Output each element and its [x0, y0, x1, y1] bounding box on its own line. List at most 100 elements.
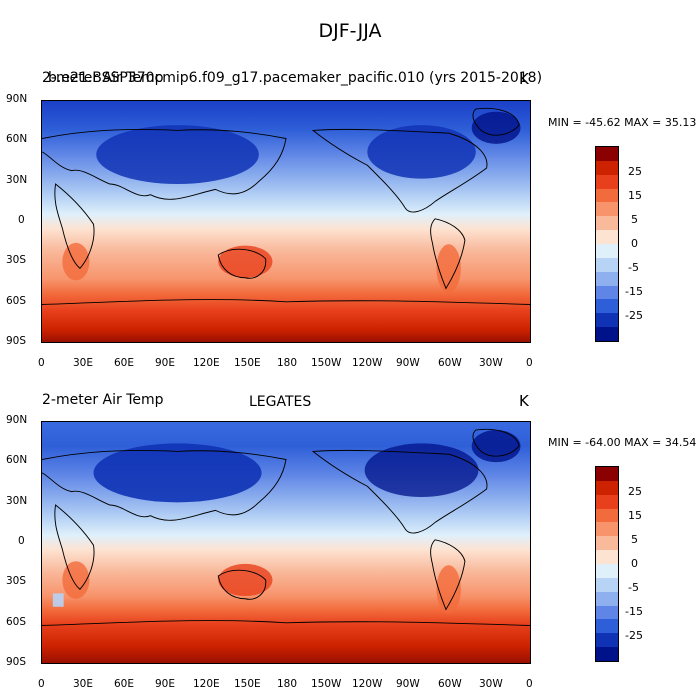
colorbar-swatch — [596, 313, 618, 328]
panel-2-units: K — [519, 392, 529, 410]
panel-1-units: K — [519, 70, 529, 88]
lat-tick: 60S — [6, 295, 27, 307]
colorbar-swatch — [596, 257, 618, 272]
lon-tick: 60W — [438, 357, 462, 369]
colorbar-swatch — [596, 202, 618, 217]
lat-tick: 90S — [6, 335, 27, 347]
panel-1-case-title: b.e21.BSSP370cmip6.f09_g17.pacemaker_pac… — [48, 70, 543, 86]
lon-tick: 180 — [277, 678, 298, 690]
colorbar-swatch — [596, 564, 618, 578]
colorbar-swatch — [596, 480, 618, 495]
lon-tick: 90E — [155, 357, 175, 369]
panel-2-map — [41, 421, 531, 664]
lat-tick: 90S — [6, 656, 27, 668]
lon-tick: 120E — [193, 357, 220, 369]
panel-2-minmax: MIN = -64.00 MAX = 34.54 — [548, 436, 697, 449]
panel-1-map-svg — [42, 101, 530, 342]
colorbar-label: -25 — [625, 309, 643, 322]
lon-tick: 60E — [114, 357, 134, 369]
colorbar-swatch — [596, 508, 618, 523]
panel-2-left-title: 2-meter Air Temp — [42, 392, 164, 408]
colorbar-swatch — [596, 327, 618, 342]
lon-tick: 30E — [73, 678, 93, 690]
lon-tick: 150E — [234, 678, 261, 690]
colorbar-swatch — [596, 647, 618, 662]
lon-tick: 180 — [277, 357, 298, 369]
colorbar-swatch — [596, 577, 618, 592]
lat-tick: 60N — [6, 133, 28, 145]
lon-tick: 60E — [114, 678, 134, 690]
colorbar-swatch — [596, 619, 618, 634]
panel-2-map-svg — [42, 422, 530, 663]
colorbar-swatch — [596, 536, 618, 551]
lon-tick: 30W — [479, 678, 503, 690]
figure-title: DJF-JJA — [318, 20, 382, 42]
colorbar-swatch — [596, 299, 618, 314]
lon-tick: 150W — [311, 357, 342, 369]
coastlines — [42, 107, 530, 305]
lon-tick: 150E — [234, 357, 261, 369]
colorbar-label: -15 — [625, 285, 643, 298]
colorbar-label: 5 — [631, 533, 638, 546]
colorbar-label: 15 — [628, 509, 642, 522]
lon-tick: 0 — [38, 678, 45, 690]
colorbar-swatch — [596, 285, 618, 300]
lat-tick: 0 — [18, 535, 25, 547]
lat-tick: 0 — [18, 214, 25, 226]
colorbar-swatch — [596, 147, 618, 161]
colorbar-label: -5 — [628, 581, 639, 594]
panel-1-map — [41, 100, 531, 343]
lat-tick: 30S — [6, 575, 27, 587]
colorbar-label: 0 — [631, 557, 638, 570]
panel-1-colorbar — [595, 146, 619, 342]
colorbar-swatch — [596, 494, 618, 509]
colorbar-label: 0 — [631, 237, 638, 250]
colorbar-label: -25 — [625, 629, 643, 642]
panel-1-left-title: 2-meter Air Temp — [42, 70, 164, 86]
colorbar-swatch — [596, 216, 618, 231]
lat-tick: 90N — [6, 414, 28, 426]
colorbar-swatch — [596, 633, 618, 648]
panel-2-center-title: LEGATES — [249, 394, 312, 410]
lon-tick: 90E — [155, 678, 175, 690]
colorbar-swatch — [596, 550, 618, 565]
colorbar-label: -15 — [625, 605, 643, 618]
lat-tick: 60N — [6, 454, 28, 466]
lon-tick: 60W — [438, 678, 462, 690]
colorbar-swatch — [596, 522, 618, 537]
lat-tick: 30N — [6, 174, 28, 186]
panel-2-colorbar — [595, 466, 619, 662]
lat-tick: 90N — [6, 93, 28, 105]
colorbar-swatch — [596, 188, 618, 203]
colorbar-swatch — [596, 244, 618, 258]
coastlines — [42, 428, 530, 626]
lat-tick: 60S — [6, 616, 27, 628]
colorbar-swatch — [596, 591, 618, 606]
colorbar-label: -5 — [628, 261, 639, 274]
lon-tick: 90W — [396, 678, 420, 690]
colorbar-swatch — [596, 230, 618, 245]
colorbar-swatch — [596, 271, 618, 286]
cold-continent-patches — [96, 111, 521, 185]
colorbar-label: 5 — [631, 213, 638, 226]
lon-tick: 120W — [352, 678, 383, 690]
lon-tick: 150W — [311, 678, 342, 690]
lon-tick: 0 — [526, 678, 533, 690]
colorbar-swatch — [596, 174, 618, 189]
colorbar-swatch — [596, 160, 618, 175]
lon-tick: 30E — [73, 357, 93, 369]
lat-tick: 30N — [6, 495, 28, 507]
lat-tick: 30S — [6, 254, 27, 266]
colorbar-label: 25 — [628, 485, 642, 498]
colorbar-label: 25 — [628, 165, 642, 178]
lon-tick: 90W — [396, 357, 420, 369]
colorbar-label: 15 — [628, 189, 642, 202]
lon-tick: 30W — [479, 357, 503, 369]
colorbar-swatch — [596, 605, 618, 620]
lon-tick: 120E — [193, 678, 220, 690]
colorbar-swatch — [596, 467, 618, 481]
panel-1-minmax: MIN = -45.62 MAX = 35.13 — [548, 116, 697, 129]
lon-tick: 120W — [352, 357, 383, 369]
lon-tick: 0 — [38, 357, 45, 369]
lon-tick: 0 — [526, 357, 533, 369]
